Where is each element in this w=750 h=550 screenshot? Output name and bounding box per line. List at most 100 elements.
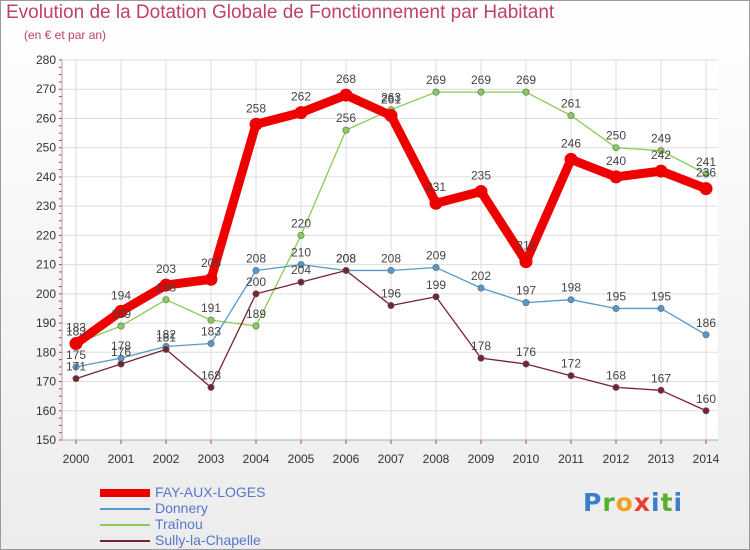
y-tick-label: 210: [36, 258, 56, 272]
x-tick-label: 2014: [693, 452, 720, 466]
data-label-sully-la-chapelle: 204: [291, 263, 311, 277]
data-point-donnery: [567, 296, 575, 304]
data-label-donnery: 198: [561, 281, 581, 295]
data-label-sully-la-chapelle: 167: [651, 371, 671, 385]
data-point-trainou: [162, 296, 170, 304]
y-tick-label: 230: [36, 199, 56, 213]
data-label-donnery: 175: [66, 348, 86, 362]
x-tick-label: 2004: [243, 452, 270, 466]
data-point-sully-la-chapelle: [342, 266, 350, 274]
data-label-fay-aux-loges: 242: [651, 148, 671, 162]
data-label-sully-la-chapelle: 196: [381, 287, 401, 301]
data-point-fay-aux-loges: [699, 182, 713, 196]
data-point-sully-la-chapelle: [252, 290, 260, 298]
data-label-sully-la-chapelle: 200: [246, 275, 266, 289]
data-label-trainou: 220: [291, 216, 311, 230]
data-point-sully-la-chapelle: [567, 372, 575, 380]
data-label-sully-la-chapelle: 168: [201, 368, 221, 382]
data-point-sully-la-chapelle: [72, 375, 80, 383]
data-point-donnery: [657, 304, 665, 312]
data-point-donnery: [207, 340, 215, 348]
data-label-donnery: 209: [426, 249, 446, 263]
data-label-donnery: 182: [156, 327, 176, 341]
chart-title: Evolution de la Dotation Globale de Fonc…: [6, 2, 555, 23]
data-label-trainou: 189: [246, 307, 266, 321]
data-label-sully-la-chapelle: 181: [156, 330, 176, 344]
data-label-fay-aux-loges: 231: [426, 180, 446, 194]
data-label-fay-aux-loges: 240: [606, 154, 626, 168]
data-label-trainou: 269: [426, 73, 446, 87]
data-point-trainou: [432, 88, 440, 96]
data-point-fay-aux-loges: [249, 117, 263, 131]
legend-swatch-donnery: [100, 508, 150, 510]
data-point-trainou: [207, 316, 215, 324]
data-label-donnery: 183: [201, 325, 221, 339]
legend-label: Sully-la-Chapelle: [155, 532, 261, 548]
data-label-donnery: 210: [291, 246, 311, 260]
data-point-sully-la-chapelle: [522, 360, 530, 368]
data-point-donnery: [702, 331, 710, 339]
chart-subtitle: (en € et par an): [24, 28, 107, 42]
y-tick-label: 270: [36, 82, 56, 96]
data-label-donnery: 197: [516, 284, 536, 298]
x-tick-label: 2010: [513, 452, 540, 466]
data-point-fay-aux-loges: [519, 255, 533, 269]
data-label-sully-la-chapelle: 199: [426, 278, 446, 292]
legend-swatch-fay-aux-loges: [100, 489, 150, 497]
data-point-sully-la-chapelle: [657, 386, 665, 394]
data-label-fay-aux-loges: 258: [246, 101, 266, 115]
x-tick-label: 2012: [603, 452, 630, 466]
data-label-sully-la-chapelle: 176: [111, 345, 131, 359]
legend-swatch-sully-la-chapelle: [100, 540, 150, 542]
data-point-donnery: [522, 299, 530, 307]
x-tick-label: 2007: [378, 452, 405, 466]
data-label-sully-la-chapelle: 168: [606, 368, 626, 382]
data-label-trainou: 241: [696, 155, 716, 169]
data-point-trainou: [612, 144, 620, 152]
data-point-sully-la-chapelle: [432, 293, 440, 301]
data-point-donnery: [72, 363, 80, 371]
data-label-trainou: 198: [156, 281, 176, 295]
data-label-sully-la-chapelle: 160: [696, 392, 716, 406]
data-label-trainou: 269: [471, 73, 491, 87]
data-label-donnery: 186: [696, 316, 716, 330]
data-label-sully-la-chapelle: 178: [471, 339, 491, 353]
legend-label: Traînou: [155, 516, 203, 532]
x-tick-label: 2002: [153, 452, 180, 466]
data-label-fay-aux-loges: 246: [561, 136, 581, 150]
x-tick-label: 2005: [288, 452, 315, 466]
legend-label: FAY-AUX-LOGES: [155, 484, 266, 500]
data-point-trainou: [657, 147, 665, 155]
data-point-fay-aux-loges: [384, 109, 398, 123]
data-label-sully-la-chapelle: 171: [66, 360, 86, 374]
x-tick-label: 2013: [648, 452, 675, 466]
data-point-fay-aux-loges: [474, 185, 488, 199]
data-label-trainou: 256: [336, 111, 356, 125]
data-point-fay-aux-loges: [114, 304, 128, 318]
data-label-fay-aux-loges: 205: [201, 256, 221, 270]
y-tick-label: 220: [36, 228, 56, 242]
data-point-donnery: [477, 284, 485, 292]
data-label-donnery: 195: [606, 289, 626, 303]
data-point-trainou: [702, 170, 710, 178]
data-point-fay-aux-loges: [294, 106, 308, 120]
data-point-trainou: [567, 112, 575, 120]
data-point-trainou: [342, 126, 350, 134]
data-labels: 183 189 198 191 189 220 256 263 269 269 269 261 250 2…: [66, 72, 716, 406]
data-point-sully-la-chapelle: [117, 360, 125, 368]
data-label-fay-aux-loges: 211: [516, 239, 535, 253]
x-tick-label: 2000: [63, 452, 90, 466]
data-point-fay-aux-loges: [204, 272, 218, 286]
legend-label: Donnery: [155, 500, 208, 516]
data-label-trainou: 263: [381, 91, 401, 105]
data-label-trainou: 183: [66, 325, 86, 339]
y-tick-label: 260: [36, 111, 56, 125]
data-point-donnery: [252, 266, 260, 274]
data-label-sully-la-chapelle: 172: [561, 357, 581, 371]
data-point-donnery: [387, 266, 395, 274]
axes: 150 160 170 180 190 200 210 220 230 240 250 260 270 2…: [36, 53, 720, 466]
data-point-trainou: [252, 322, 260, 330]
data-point-sully-la-chapelle: [477, 354, 485, 362]
y-tick-label: 250: [36, 141, 56, 155]
x-tick-label: 2006: [333, 452, 360, 466]
